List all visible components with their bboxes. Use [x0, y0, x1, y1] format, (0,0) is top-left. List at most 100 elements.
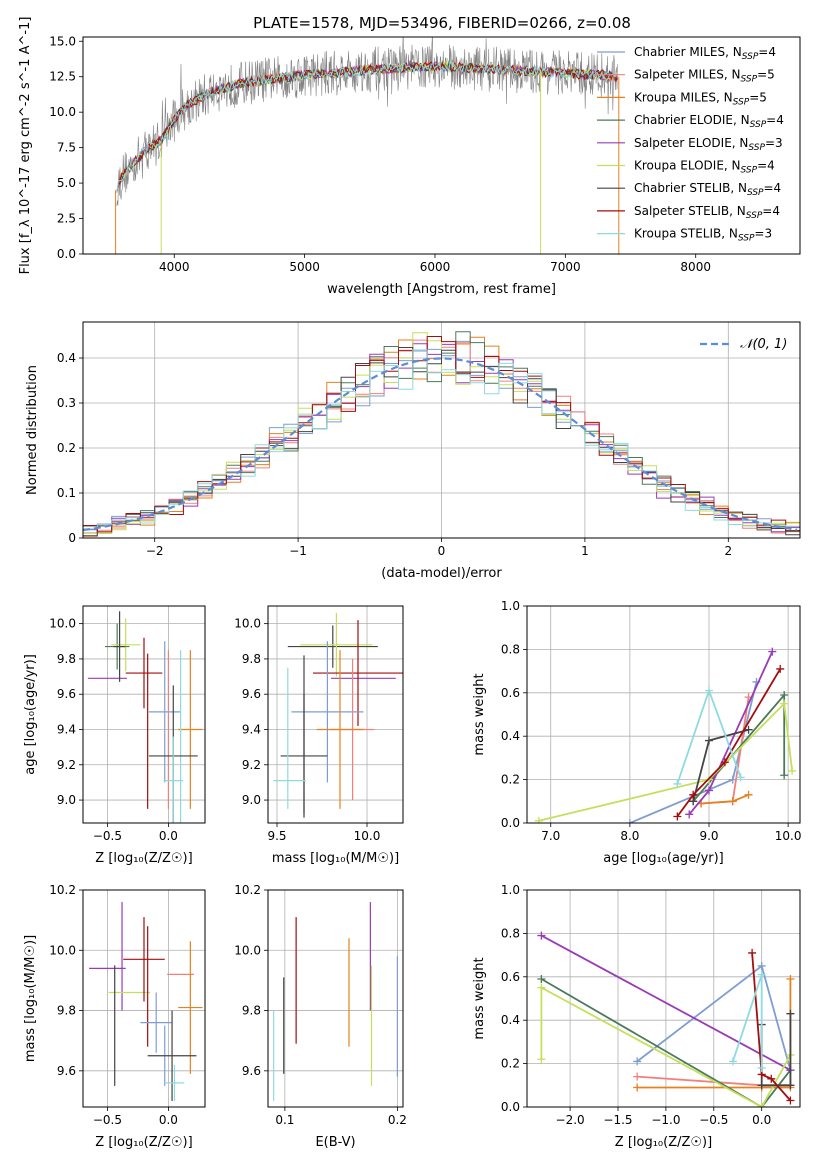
weight-line [538, 701, 793, 822]
y-tick-label: 0.2 [57, 441, 76, 455]
legend-entry: Chabrier STELIB, NSSP=4 [634, 181, 781, 198]
x-tick-label: 2 [724, 544, 732, 558]
weight-marker [537, 1055, 546, 1064]
x-axis-label: Z [log₁₀(Z/Z☉)] [95, 851, 192, 866]
y-tick-label: 9.6 [242, 1064, 261, 1078]
y-tick-label: 9.0 [242, 793, 261, 807]
y-tick-label: 1.0 [501, 883, 520, 897]
y-tick-label: 0.0 [57, 247, 76, 261]
weight-line [701, 793, 749, 805]
weight-marker [780, 699, 789, 708]
weight-marker [744, 790, 753, 799]
y-tick-label: 0.4 [501, 729, 520, 743]
weight-marker [757, 970, 766, 979]
axes-frame [82, 321, 801, 539]
x-axis-label: wavelength [Angstrom, rest frame] [327, 282, 556, 297]
weight-marker [720, 758, 729, 767]
weight-marker [673, 779, 682, 788]
y-tick-label: 9.6 [242, 687, 261, 701]
y-tick-label: 0.0 [501, 1100, 520, 1114]
weight-marker [537, 931, 546, 940]
x-axis-label: E(B-V) [315, 1135, 355, 1150]
spectrum-model-line [116, 60, 618, 193]
plot-area [87, 611, 203, 823]
x-tick-label: 0.0 [752, 1113, 771, 1127]
y-tick-label: 10.0 [49, 617, 76, 631]
y-tick-label: 0.6 [501, 970, 520, 984]
x-axis-label: Z [log₁₀(Z/Z☉)] [95, 1135, 192, 1150]
x-tick-label: −0.5 [93, 829, 122, 843]
y-tick-label: 10.0 [49, 105, 76, 119]
weight-marker [728, 797, 737, 806]
weight-marker [537, 983, 546, 992]
weight-marker [768, 647, 777, 656]
plot-area [273, 613, 403, 818]
y-tick-label: 10.2 [49, 883, 76, 897]
weight-marker [673, 812, 682, 821]
y-tick-label: 9.8 [242, 1004, 261, 1018]
weight-marker [705, 686, 713, 695]
legend-entry: Kroupa STELIB, NSSP=3 [634, 227, 772, 244]
weight-marker [757, 1103, 766, 1107]
panel-age_vs_z: −0.5 0.0 9.0 9.2 9.4 9.6 9.8 10.0 Z [log₁₀(Z/Z☉)… [23, 605, 206, 866]
panel-mass_vs_z: −0.5 0.0 9.6 9.8 10.0 10.2 Z [log₁₀(Z/Z☉)] mass… [23, 883, 206, 1150]
y-axis-label: age [log₁₀(age/yr)] [23, 654, 38, 775]
weight-marker [705, 786, 713, 795]
plot-area [83, 331, 800, 537]
legend-entry: 𝒩(0, 1) [740, 337, 787, 352]
y-tick-label: 0.8 [501, 642, 520, 656]
y-tick-label: 5.0 [57, 176, 76, 190]
axes-frame [82, 889, 206, 1108]
x-tick-label: −0.5 [699, 1113, 728, 1127]
weight-marker [633, 1057, 642, 1066]
weight-marker [788, 766, 797, 775]
y-tick-label: 0.3 [57, 396, 76, 410]
legend-entry: Salpeter MILES, NSSP=5 [634, 68, 775, 85]
weight-marker [786, 974, 795, 983]
weight-marker [537, 974, 546, 983]
x-axis-label: Z [log₁₀(Z/Z☉)] [615, 1135, 712, 1150]
weight-marker [744, 725, 753, 734]
figure-title: PLATE=1578, MJD=53496, FIBERID=0266, z=0… [253, 14, 631, 32]
plot-area [537, 931, 795, 1107]
weight-marker [748, 948, 757, 957]
weight-marker [786, 1096, 795, 1105]
legend-entry: Kroupa ELODIE, NSSP=4 [634, 159, 775, 176]
weight-marker [534, 816, 543, 823]
y-tick-label: 1.0 [501, 599, 520, 613]
y-tick-label: 10.0 [49, 943, 76, 957]
weight-marker [705, 736, 713, 745]
y-axis-label: mass weight [472, 673, 487, 755]
x-tick-label: −1.0 [651, 1113, 680, 1127]
y-tick-label: 9.8 [57, 652, 76, 666]
y-tick-label: 9.4 [57, 722, 76, 736]
plot-area [273, 902, 398, 1101]
x-tick-label: −2 [146, 544, 164, 558]
y-tick-label: 2.5 [57, 212, 76, 226]
weight-marker [776, 664, 785, 673]
y-tick-label: 0 [68, 531, 76, 545]
y-tick-label: 9.6 [57, 1064, 76, 1078]
x-tick-label: 8.0 [620, 829, 639, 843]
histogram-step [83, 336, 800, 533]
y-axis-label: Flux [f_λ 10^-17 erg cm^-2 s^-1 A^-1] [18, 17, 33, 275]
weight-line [676, 668, 781, 818]
x-tick-label: 9.0 [699, 829, 718, 843]
x-axis-label: (data-model)/error [381, 566, 502, 581]
charts-layer: 4000 5000 6000 7000 80000.02.55.07.510.012.5… [18, 17, 801, 1150]
panel-mass_vs_ebv: 0.1 0.2 9.6 9.8 10.0 10.2 E(B-V) [234, 883, 407, 1150]
panel-weight_vs_age: 7.0 8.0 9.0 10.0 0.0 0.2 0.4 0.6 0.8 1.0 age [log₁… [472, 599, 801, 866]
legend-entry: Kroupa MILES, NSSP=5 [634, 90, 767, 107]
x-tick-label: 10.0 [354, 829, 381, 843]
x-tick-label: 7.0 [541, 829, 560, 843]
weight-marker [757, 1081, 766, 1090]
y-tick-label: 0.0 [501, 816, 520, 830]
x-tick-label: 5000 [289, 260, 320, 274]
y-tick-label: 9.0 [57, 793, 76, 807]
weight-line [751, 952, 792, 1102]
x-tick-label: 8000 [680, 260, 711, 274]
y-tick-label: 0.4 [57, 351, 76, 365]
x-tick-label: 0.1 [275, 1113, 294, 1127]
y-axis-label: Normed distribution [25, 365, 40, 495]
